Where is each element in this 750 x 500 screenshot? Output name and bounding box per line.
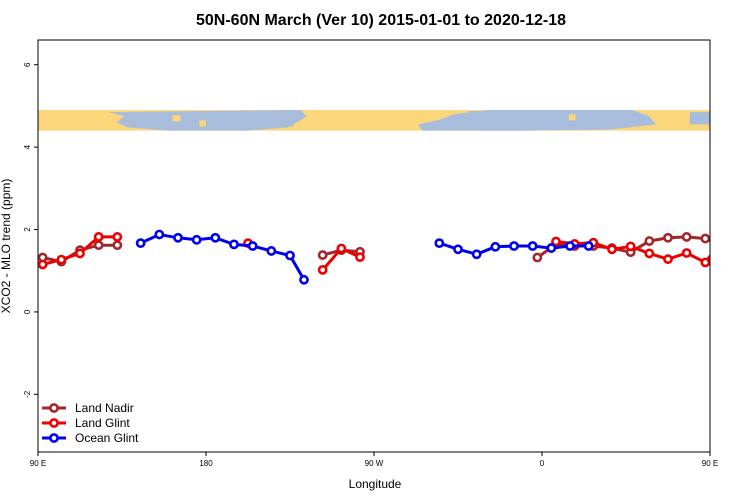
land-glint-point bbox=[607, 244, 617, 255]
ocean-glint-point bbox=[285, 250, 295, 261]
ocean-glint-point bbox=[509, 241, 519, 251]
x-tick-label: 90 W bbox=[365, 459, 384, 468]
map-water-0 bbox=[689, 112, 710, 125]
land-glint-point bbox=[317, 264, 328, 275]
land-glint-point bbox=[336, 243, 347, 254]
map-island-0 bbox=[172, 115, 181, 122]
world-map-strip bbox=[38, 110, 710, 131]
ocean-glint-point bbox=[247, 241, 258, 251]
x-tick-label: 90 E bbox=[30, 459, 46, 468]
land-nadir-point bbox=[317, 250, 328, 260]
land-glint-point bbox=[625, 241, 636, 252]
land-glint-point bbox=[720, 234, 727, 241]
ocean-glint-point bbox=[210, 232, 221, 243]
ocean-glint-point bbox=[299, 274, 309, 285]
land-glint-point bbox=[551, 236, 561, 247]
ocean-glint-point bbox=[583, 241, 594, 251]
land-glint-point bbox=[56, 254, 67, 265]
land-nadir-point bbox=[700, 233, 710, 244]
series-layer bbox=[38, 229, 746, 285]
chart-title: 50N-60N March (Ver 10) 2015-01-01 to 202… bbox=[196, 12, 566, 29]
land-nadir-point bbox=[739, 254, 746, 261]
land-nadir-point bbox=[663, 232, 673, 243]
land-nadir-point bbox=[720, 242, 727, 249]
ocean-glint-point bbox=[527, 241, 538, 251]
y-axis-label: XCO2 - MLO trend (ppm) bbox=[0, 179, 13, 314]
ocean-glint-point bbox=[490, 241, 501, 252]
ocean-glint-point bbox=[546, 243, 557, 253]
legend-label-land-nadir: Land Nadir bbox=[75, 401, 134, 415]
legend-label-ocean-glint: Ocean Glint bbox=[75, 431, 139, 445]
ocean-glint-point bbox=[173, 232, 183, 243]
ocean-glint-point bbox=[135, 238, 146, 249]
land-nadir-point bbox=[532, 252, 543, 263]
land-glint-point bbox=[644, 248, 655, 259]
land-glint-point bbox=[663, 254, 673, 265]
land-glint-point bbox=[355, 252, 365, 263]
map-island-2 bbox=[353, 122, 368, 129]
land-glint-point bbox=[700, 257, 710, 268]
ocean-glint-point bbox=[471, 249, 482, 260]
y-tick-label: 4 bbox=[23, 144, 32, 149]
ocean-glint-point bbox=[565, 241, 575, 251]
x-tick-label: 90 E bbox=[702, 459, 718, 468]
map-water-1 bbox=[172, 113, 213, 125]
land-glint-point bbox=[38, 259, 48, 270]
y-axis: -2 0 2 4 6 bbox=[23, 62, 38, 398]
y-tick-label: 0 bbox=[23, 309, 32, 314]
map-water-3 bbox=[468, 111, 509, 122]
y-tick-label: 2 bbox=[23, 227, 32, 232]
y-tick-label: 6 bbox=[23, 62, 32, 67]
land-glint-point bbox=[112, 232, 123, 242]
x-tick-label: 180 bbox=[199, 459, 213, 468]
series-land-glint bbox=[38, 232, 746, 275]
ocean-glint-point bbox=[453, 244, 463, 255]
legend-label-land-glint: Land Glint bbox=[75, 416, 130, 430]
land-nadir-point bbox=[644, 236, 655, 246]
ocean-glint-point bbox=[229, 239, 239, 250]
legend-marker-land-glint bbox=[49, 418, 59, 428]
series-ocean-glint bbox=[135, 229, 594, 285]
ocean-glint-point bbox=[154, 229, 165, 240]
map-water-4 bbox=[481, 123, 536, 131]
ocean-glint-point bbox=[266, 246, 277, 256]
land-nadir-point bbox=[93, 240, 104, 251]
x-tick-label: 0 bbox=[540, 459, 545, 468]
land-glint-point bbox=[93, 232, 104, 242]
y-tick-label: -2 bbox=[23, 390, 32, 398]
map-island-1 bbox=[199, 120, 206, 127]
series-land-nadir bbox=[38, 232, 746, 267]
legend-marker-ocean-glint bbox=[49, 433, 59, 443]
map-water-2 bbox=[259, 116, 294, 127]
land-glint-point bbox=[681, 248, 692, 258]
land-nadir-point bbox=[681, 232, 692, 242]
land-nadir-point bbox=[112, 240, 123, 251]
x-axis: 90 E 180 90 W 0 90 E bbox=[30, 452, 718, 468]
map-island-3 bbox=[568, 114, 576, 121]
ocean-glint-point bbox=[434, 238, 445, 249]
x-axis-label: Longitude bbox=[349, 477, 402, 491]
ocean-glint-line bbox=[140, 232, 306, 281]
legend-marker-land-nadir bbox=[49, 403, 59, 413]
land-glint-point bbox=[739, 261, 746, 268]
ocean-glint-point bbox=[191, 234, 202, 245]
land-glint-point bbox=[75, 248, 85, 259]
